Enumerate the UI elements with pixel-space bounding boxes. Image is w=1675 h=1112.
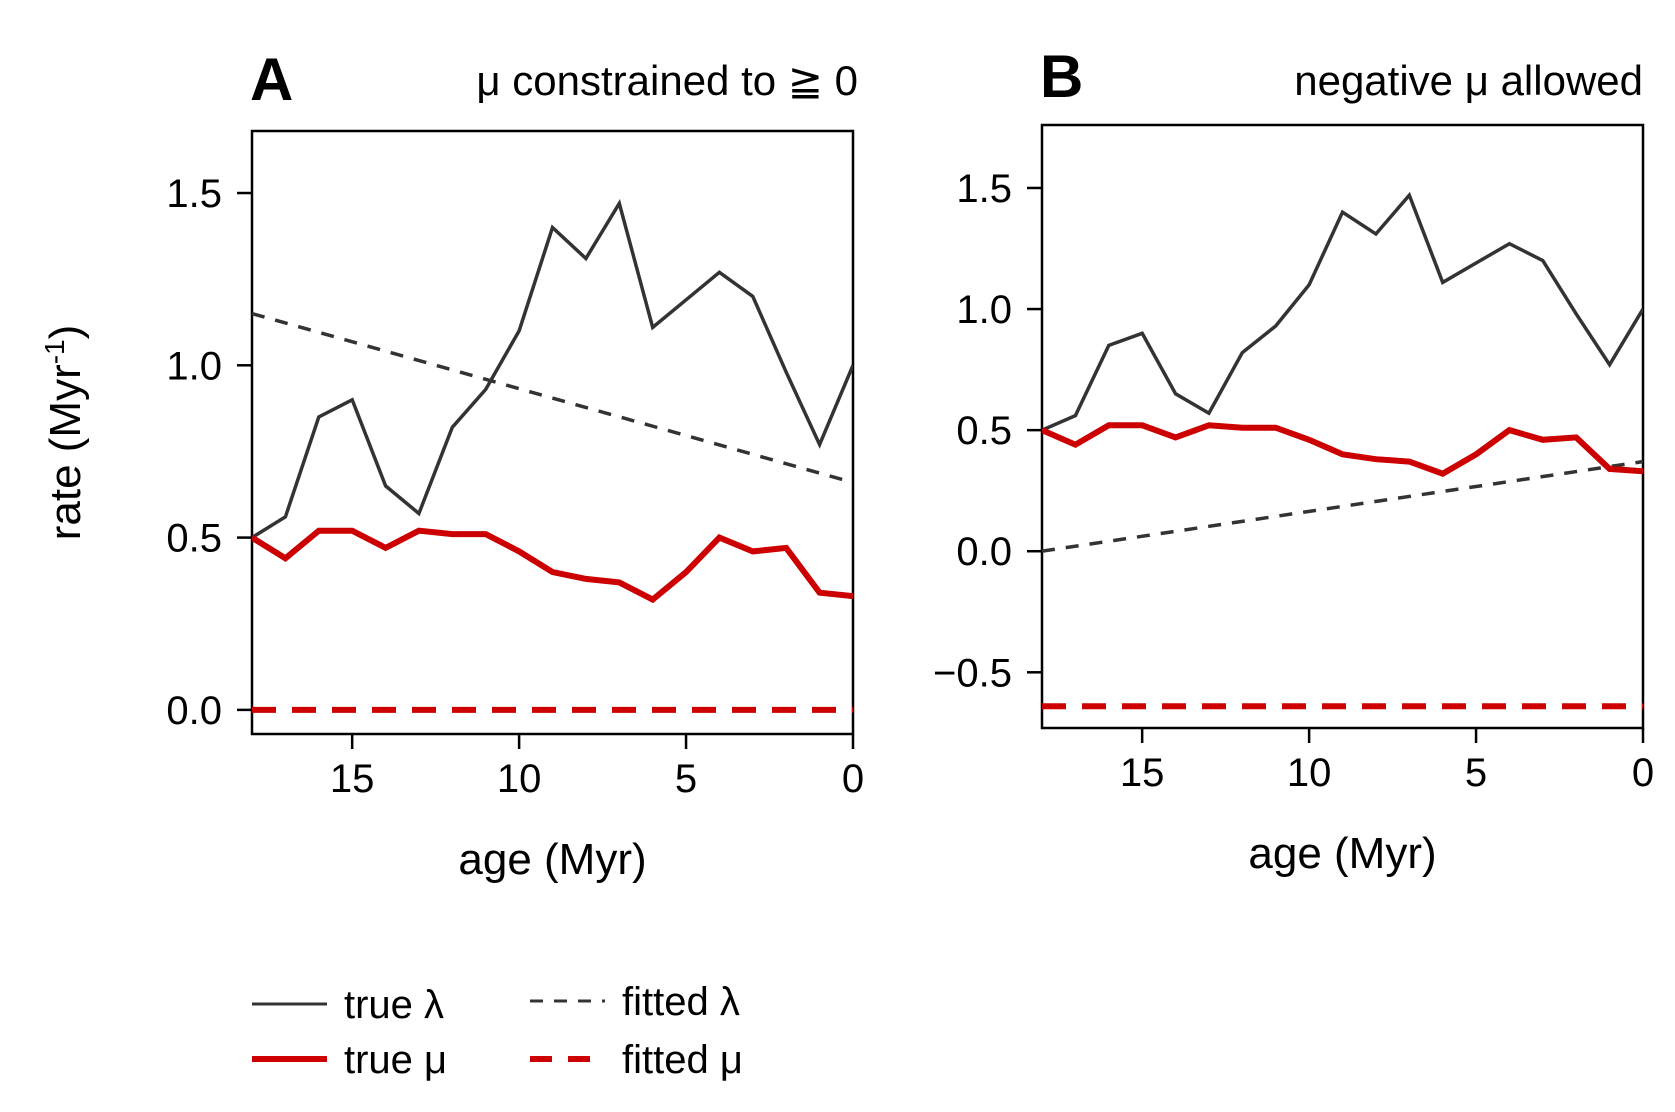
series-line-fitted-lambda: [252, 311, 853, 485]
y-tick-label: 0.5: [166, 517, 222, 561]
series-line-fitted-lambda: [1042, 459, 1643, 553]
x-tick-label: 10: [497, 757, 542, 801]
y-axis-title-close: ): [41, 325, 90, 340]
series-line-true-lambda: [1042, 191, 1643, 432]
y-tick-label: 0.0: [166, 689, 222, 733]
legend-label: true λ: [344, 983, 444, 1027]
panel-title: μ constrained to ≧ 0: [476, 57, 858, 104]
panel-title: negative μ allowed: [1294, 57, 1643, 104]
legend: true λ fitted λ true μ fitted μ: [252, 980, 743, 1082]
x-tick-label: 5: [675, 757, 697, 801]
y-tick-label: 1.5: [166, 172, 222, 216]
legend-label: fitted λ: [622, 980, 740, 1024]
y-tick-label: 0.5: [956, 409, 1012, 453]
y-tick-label: 0.0: [956, 530, 1012, 574]
x-tick-label: 10: [1287, 751, 1332, 795]
y-axis-title-main: rate (Myr: [41, 364, 90, 540]
x-axis-title: age (Myr): [1248, 829, 1436, 878]
legend-label: true μ: [344, 1038, 447, 1082]
x-tick-label: 0: [1632, 751, 1654, 795]
series-line-true-mu: [252, 527, 853, 604]
y-axis-title-superscript: -1: [39, 339, 70, 364]
x-axis: 15 10 5 0: [330, 734, 864, 801]
y-tick-label: 1.5: [956, 167, 1012, 211]
plot-frame: [250, 129, 855, 736]
panel-letter: B: [1040, 43, 1083, 110]
legend-label: fitted μ: [622, 1038, 743, 1082]
x-tick-label: 15: [1120, 751, 1165, 795]
x-axis-title: age (Myr): [458, 835, 646, 884]
x-tick-label: 15: [330, 757, 375, 801]
x-tick-label: 5: [1465, 751, 1487, 795]
series-line-true-mu: [1042, 422, 1643, 477]
y-tick-label: 1.0: [956, 288, 1012, 332]
y-axis: −0.5 0.0 0.5 1.0 1.5: [933, 167, 1042, 695]
plot-frame: [1040, 123, 1645, 730]
y-axis: 0.0 0.5 1.0 1.5: [166, 172, 252, 733]
series-group: [1042, 191, 1643, 710]
series-line-true-lambda: [252, 198, 853, 540]
y-axis-title: rate (Myr-1): [39, 325, 90, 541]
series-group: [252, 198, 853, 713]
y-tick-label: 1.0: [166, 344, 222, 388]
x-tick-label: 0: [842, 757, 864, 801]
x-axis: 15 10 5 0: [1120, 728, 1654, 795]
y-tick-label: −0.5: [933, 651, 1012, 695]
panel-letter: A: [250, 46, 293, 113]
